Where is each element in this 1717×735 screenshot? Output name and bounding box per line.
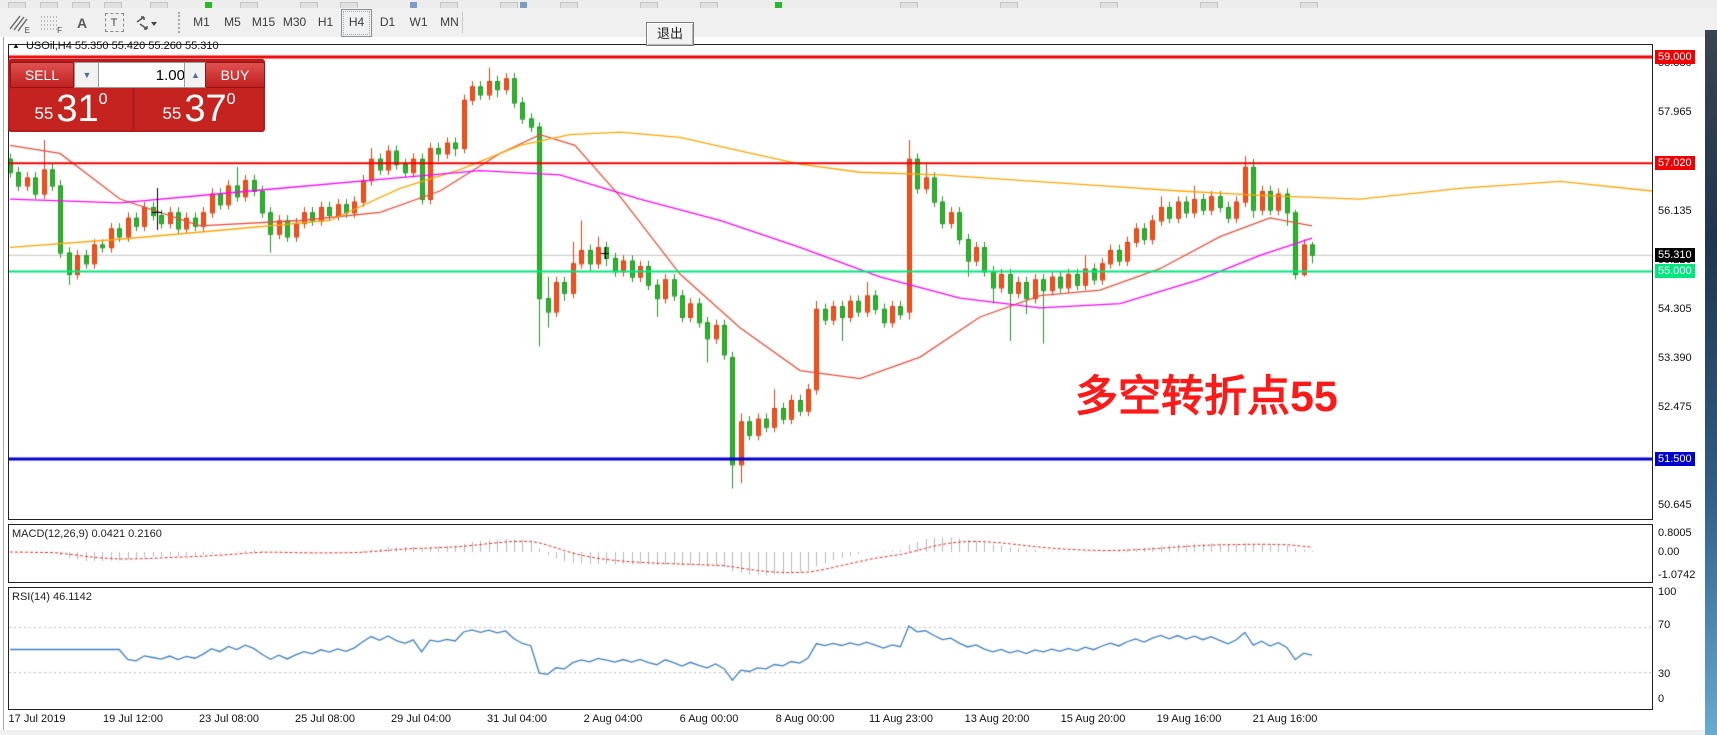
- toolbar-icon-partial[interactable]: [8, 2, 26, 9]
- price-axis-label: 52.475: [1658, 400, 1692, 413]
- time-axis-label: 19 Jul 12:00: [103, 713, 163, 725]
- line-studies-icon[interactable]: E: [5, 11, 31, 35]
- toolbar-icon-partial[interactable]: [520, 2, 527, 8]
- current-price-badge: 55.310: [1655, 247, 1695, 262]
- timeframe-m15[interactable]: M15: [251, 15, 276, 29]
- chart-toolbar: E F A T M1 M5 M15 M30 H1 H4 D1 W1 MN: [0, 8, 1717, 38]
- price-axis-label: 50.645: [1658, 498, 1692, 511]
- toolbar-icon-group: E F A T: [2, 8, 162, 37]
- rsi-panel[interactable]: [8, 587, 1653, 710]
- rsi-axis-label: 30: [1658, 668, 1671, 680]
- timeframe-h1[interactable]: H1: [317, 15, 334, 29]
- timeframe-mn[interactable]: MN: [440, 15, 459, 29]
- timeframe-buttons: M1 M5 M15 M30 H1 H4 D1 W1 MN: [186, 9, 465, 37]
- candlestick-canvas[interactable]: [9, 45, 1652, 519]
- time-axis-label: 2 Aug 04:00: [583, 713, 643, 725]
- toolbar-icon-partial[interactable]: [240, 2, 258, 9]
- price-level-badge: 55.000: [1655, 264, 1695, 279]
- macd-axis-label: -1.0742: [1658, 569, 1696, 581]
- rsi-canvas[interactable]: [9, 588, 1652, 709]
- toolbar-icon-partial[interactable]: [1200, 2, 1218, 9]
- toolbar-icon-partial[interactable]: [410, 2, 417, 8]
- chart-annotation-text: 多空转折点55: [1075, 373, 1338, 421]
- time-axis-label: 23 Jul 08:00: [199, 713, 259, 725]
- toolbar-icon-partial[interactable]: [775, 2, 782, 8]
- one-click-trading-widget: SELL ▼ ▲ BUY 55 31 0 55 37 0: [8, 59, 265, 132]
- time-axis-label: 19 Aug 16:00: [1156, 713, 1222, 725]
- time-axis-label: 8 Aug 00:00: [775, 713, 835, 725]
- toolbar-icon-partial[interactable]: [1300, 2, 1318, 9]
- font-icon[interactable]: A: [76, 14, 88, 31]
- main-price-chart[interactable]: [8, 44, 1653, 520]
- time-axis-label: 17 Jul 2019: [8, 713, 66, 725]
- time-axis: 17 Jul 2019 19 Jul 12:00 23 Jul 08:00 25 Ju…: [0, 711, 1705, 729]
- macd-panel[interactable]: [8, 524, 1653, 583]
- desktop-background-strip: [1705, 30, 1717, 735]
- time-axis-label: 6 Aug 00:00: [679, 713, 739, 725]
- toolbar-icon-partial[interactable]: [300, 2, 318, 9]
- volume-input[interactable]: [98, 62, 192, 88]
- macd-label: MACD(12,26,9) 0.0421 0.2160: [12, 528, 162, 540]
- toolbar-icon-partial[interactable]: [205, 2, 212, 8]
- volume-increase-button[interactable]: ▲: [184, 62, 207, 88]
- volume-decrease-button[interactable]: ▼: [74, 62, 100, 88]
- toolbar-icon-partial[interactable]: [150, 2, 168, 9]
- toolbar-icon-partial[interactable]: [104, 2, 122, 9]
- timeframe-w1[interactable]: W1: [409, 15, 428, 29]
- buy-button[interactable]: BUY: [205, 62, 265, 88]
- price-axis-label: 54.305: [1658, 302, 1692, 315]
- toolbar-icon-partial[interactable]: [72, 2, 90, 9]
- toolbar-icon-partial[interactable]: [1100, 2, 1118, 9]
- toolbar-icon-partial[interactable]: [640, 2, 658, 9]
- sell-price-quote[interactable]: 55 31 0: [10, 88, 132, 130]
- time-axis-label: 11 Aug 23:00: [868, 713, 934, 725]
- toolbar-icon-partial[interactable]: [440, 2, 458, 9]
- rsi-axis-label: 70: [1658, 619, 1671, 631]
- time-axis-label: 29 Jul 04:00: [391, 713, 451, 725]
- rsi-axis-label: 100: [1658, 586, 1677, 598]
- text-label-icon[interactable]: T: [101, 11, 127, 35]
- toolbar-icon-partial[interactable]: [700, 2, 718, 9]
- macd-canvas[interactable]: [9, 525, 1652, 582]
- grid-icon[interactable]: F: [37, 11, 63, 35]
- toolbar-icon-partial[interactable]: [40, 2, 58, 9]
- time-axis-label: 21 Aug 16:00: [1252, 713, 1318, 725]
- macd-axis-label: 0.00: [1658, 546, 1680, 558]
- toolbar-separator: [462, 12, 463, 33]
- toolbar-icon-partial[interactable]: [900, 2, 918, 9]
- timeframe-m5[interactable]: M5: [224, 15, 241, 29]
- price-axis-label: 57.965: [1658, 106, 1692, 119]
- toolbar-icon-partial[interactable]: [1000, 2, 1018, 9]
- toolbar-grip[interactable]: [178, 12, 183, 33]
- toolbar-icon-partial[interactable]: [340, 2, 358, 9]
- exit-button[interactable]: 退出: [646, 22, 694, 46]
- timeframe-m30[interactable]: M30: [282, 15, 307, 29]
- toolbar-icon-partial[interactable]: [500, 2, 518, 9]
- macd-axis-label: 0.8005: [1658, 527, 1692, 539]
- time-axis-label: 25 Jul 08:00: [295, 713, 355, 725]
- price-level-badge: 51.500: [1655, 452, 1695, 466]
- timeframe-h4[interactable]: H4: [341, 9, 372, 37]
- sell-button[interactable]: SELL: [10, 62, 74, 88]
- price-axis-label: 53.390: [1658, 351, 1692, 364]
- timeframe-m1[interactable]: M1: [193, 15, 210, 29]
- price-axis-label: 56.135: [1658, 204, 1692, 217]
- time-axis-label: 13 Aug 20:00: [964, 713, 1030, 725]
- price-level-badge: 59.000: [1655, 50, 1695, 64]
- time-axis-label: 31 Jul 04:00: [487, 713, 547, 725]
- cycle-lines-icon[interactable]: [133, 11, 159, 35]
- toolbar-icon-partial[interactable]: [560, 2, 578, 9]
- timeframe-d1[interactable]: D1: [379, 15, 396, 29]
- price-axis: 58.88057.96556.13555.22054.30553.39052.4…: [1653, 37, 1705, 730]
- symbol-title: ▲ USOil,H4 55.350 55.420 55.260 55.310: [12, 40, 219, 52]
- buy-price-quote[interactable]: 55 37 0: [135, 88, 263, 130]
- rsi-label: RSI(14) 46.1142: [12, 591, 92, 603]
- price-level-badge: 57.020: [1655, 156, 1695, 171]
- rsi-axis-label: 0: [1658, 693, 1665, 705]
- window-left-frame: [3, 37, 4, 730]
- symbol-marker-icon: ▲: [12, 41, 20, 50]
- time-axis-label: 15 Aug 20:00: [1060, 713, 1126, 725]
